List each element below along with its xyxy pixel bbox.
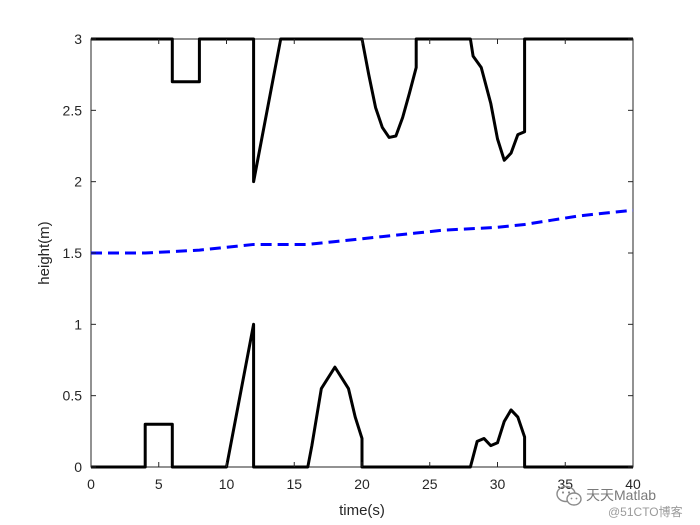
watermark-name: 天天Matlab (586, 487, 656, 503)
y-tick-label: 2 (74, 174, 82, 190)
series-line-2 (91, 37, 633, 184)
axes-box (90, 38, 634, 468)
y-tick-label: 1.5 (63, 245, 83, 261)
x-tick-label: 30 (490, 476, 506, 492)
plot-area: 0 5 10 15 20 25 30 35 40 0 0.5 1 1.5 2 2.5 3 (63, 31, 641, 492)
x-tick-label: 0 (87, 476, 95, 492)
x-axis-label: time(s) (339, 502, 385, 519)
x-tick-label: 5 (155, 476, 163, 492)
x-tick-label: 40 (625, 476, 641, 492)
y-tick-label: 0 (74, 459, 82, 475)
tick-layer: 0 5 10 15 20 25 30 35 40 0 0.5 1 1.5 2 2.5 3 (63, 31, 641, 492)
y-axis-label: height(m) (36, 221, 53, 284)
x-tick-label: 20 (354, 476, 370, 492)
series-layer (91, 37, 634, 469)
wechat-icon (556, 485, 582, 506)
y-tick-label: 1 (74, 316, 82, 332)
y-tick-label: 3 (74, 31, 82, 47)
watermark-sub: @51CTO博客 (608, 504, 683, 519)
y-tick-label: 0.5 (63, 388, 83, 404)
series-line-3 (91, 208, 634, 255)
x-tick-label: 15 (286, 476, 302, 492)
watermark: 天天Matlab @51CTO博客 (556, 485, 683, 519)
x-tick-label: 10 (219, 476, 235, 492)
y-tick-label: 2.5 (63, 102, 83, 118)
x-tick-label: 35 (557, 476, 573, 492)
series-line-1 (91, 322, 633, 469)
x-tick-label: 25 (422, 476, 438, 492)
